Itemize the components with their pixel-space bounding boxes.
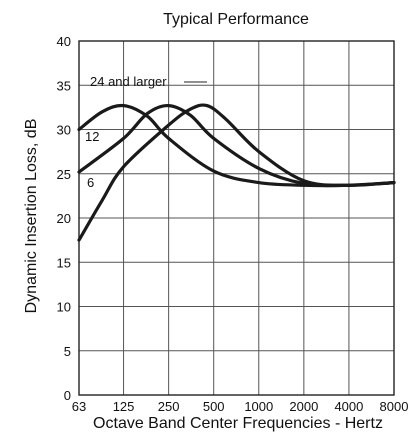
x-tick-label: 250 <box>158 399 180 414</box>
y-tick-label: 0 <box>64 388 71 403</box>
y-tick-label: 15 <box>57 255 71 270</box>
curve-6 <box>77 103 396 242</box>
x-tick-label: 1000 <box>244 399 273 414</box>
x-tick-label: 4000 <box>334 399 363 414</box>
plot-frame <box>78 40 395 396</box>
y-tick-label: 40 <box>57 34 71 49</box>
grid <box>79 41 394 395</box>
y-axis-label: Dynamic Insertion Loss, dB <box>23 119 40 314</box>
x-tick-label: 125 <box>113 399 135 414</box>
y-tick-label: 35 <box>57 78 71 93</box>
x-tick-label: 63 <box>72 399 86 414</box>
y-tick-label: 5 <box>64 344 71 359</box>
chart-title: Typical Performance <box>163 11 309 28</box>
series-label-6: 6 <box>87 175 94 190</box>
x-tick-label: 2000 <box>289 399 318 414</box>
x-tick-label: 500 <box>203 399 225 414</box>
curves <box>77 103 396 242</box>
y-tick-label: 30 <box>57 123 71 138</box>
x-tick-labels: 63 125 250 500 1000 2000 4000 8000 <box>72 399 409 414</box>
curve-labels: 24 and larger 12 6 <box>85 74 207 190</box>
x-tick-label: 8000 <box>380 399 409 414</box>
y-tick-label: 20 <box>57 211 71 226</box>
series-label-24-and-larger: 24 and larger <box>90 74 167 89</box>
y-tick-label: 25 <box>57 167 71 182</box>
y-tick-labels: 0 5 10 15 20 25 30 35 40 <box>57 34 71 403</box>
x-axis-label: Octave Band Center Frequencies - Hertz <box>93 415 383 432</box>
y-tick-label: 10 <box>57 300 71 315</box>
series-label-12: 12 <box>85 129 99 144</box>
